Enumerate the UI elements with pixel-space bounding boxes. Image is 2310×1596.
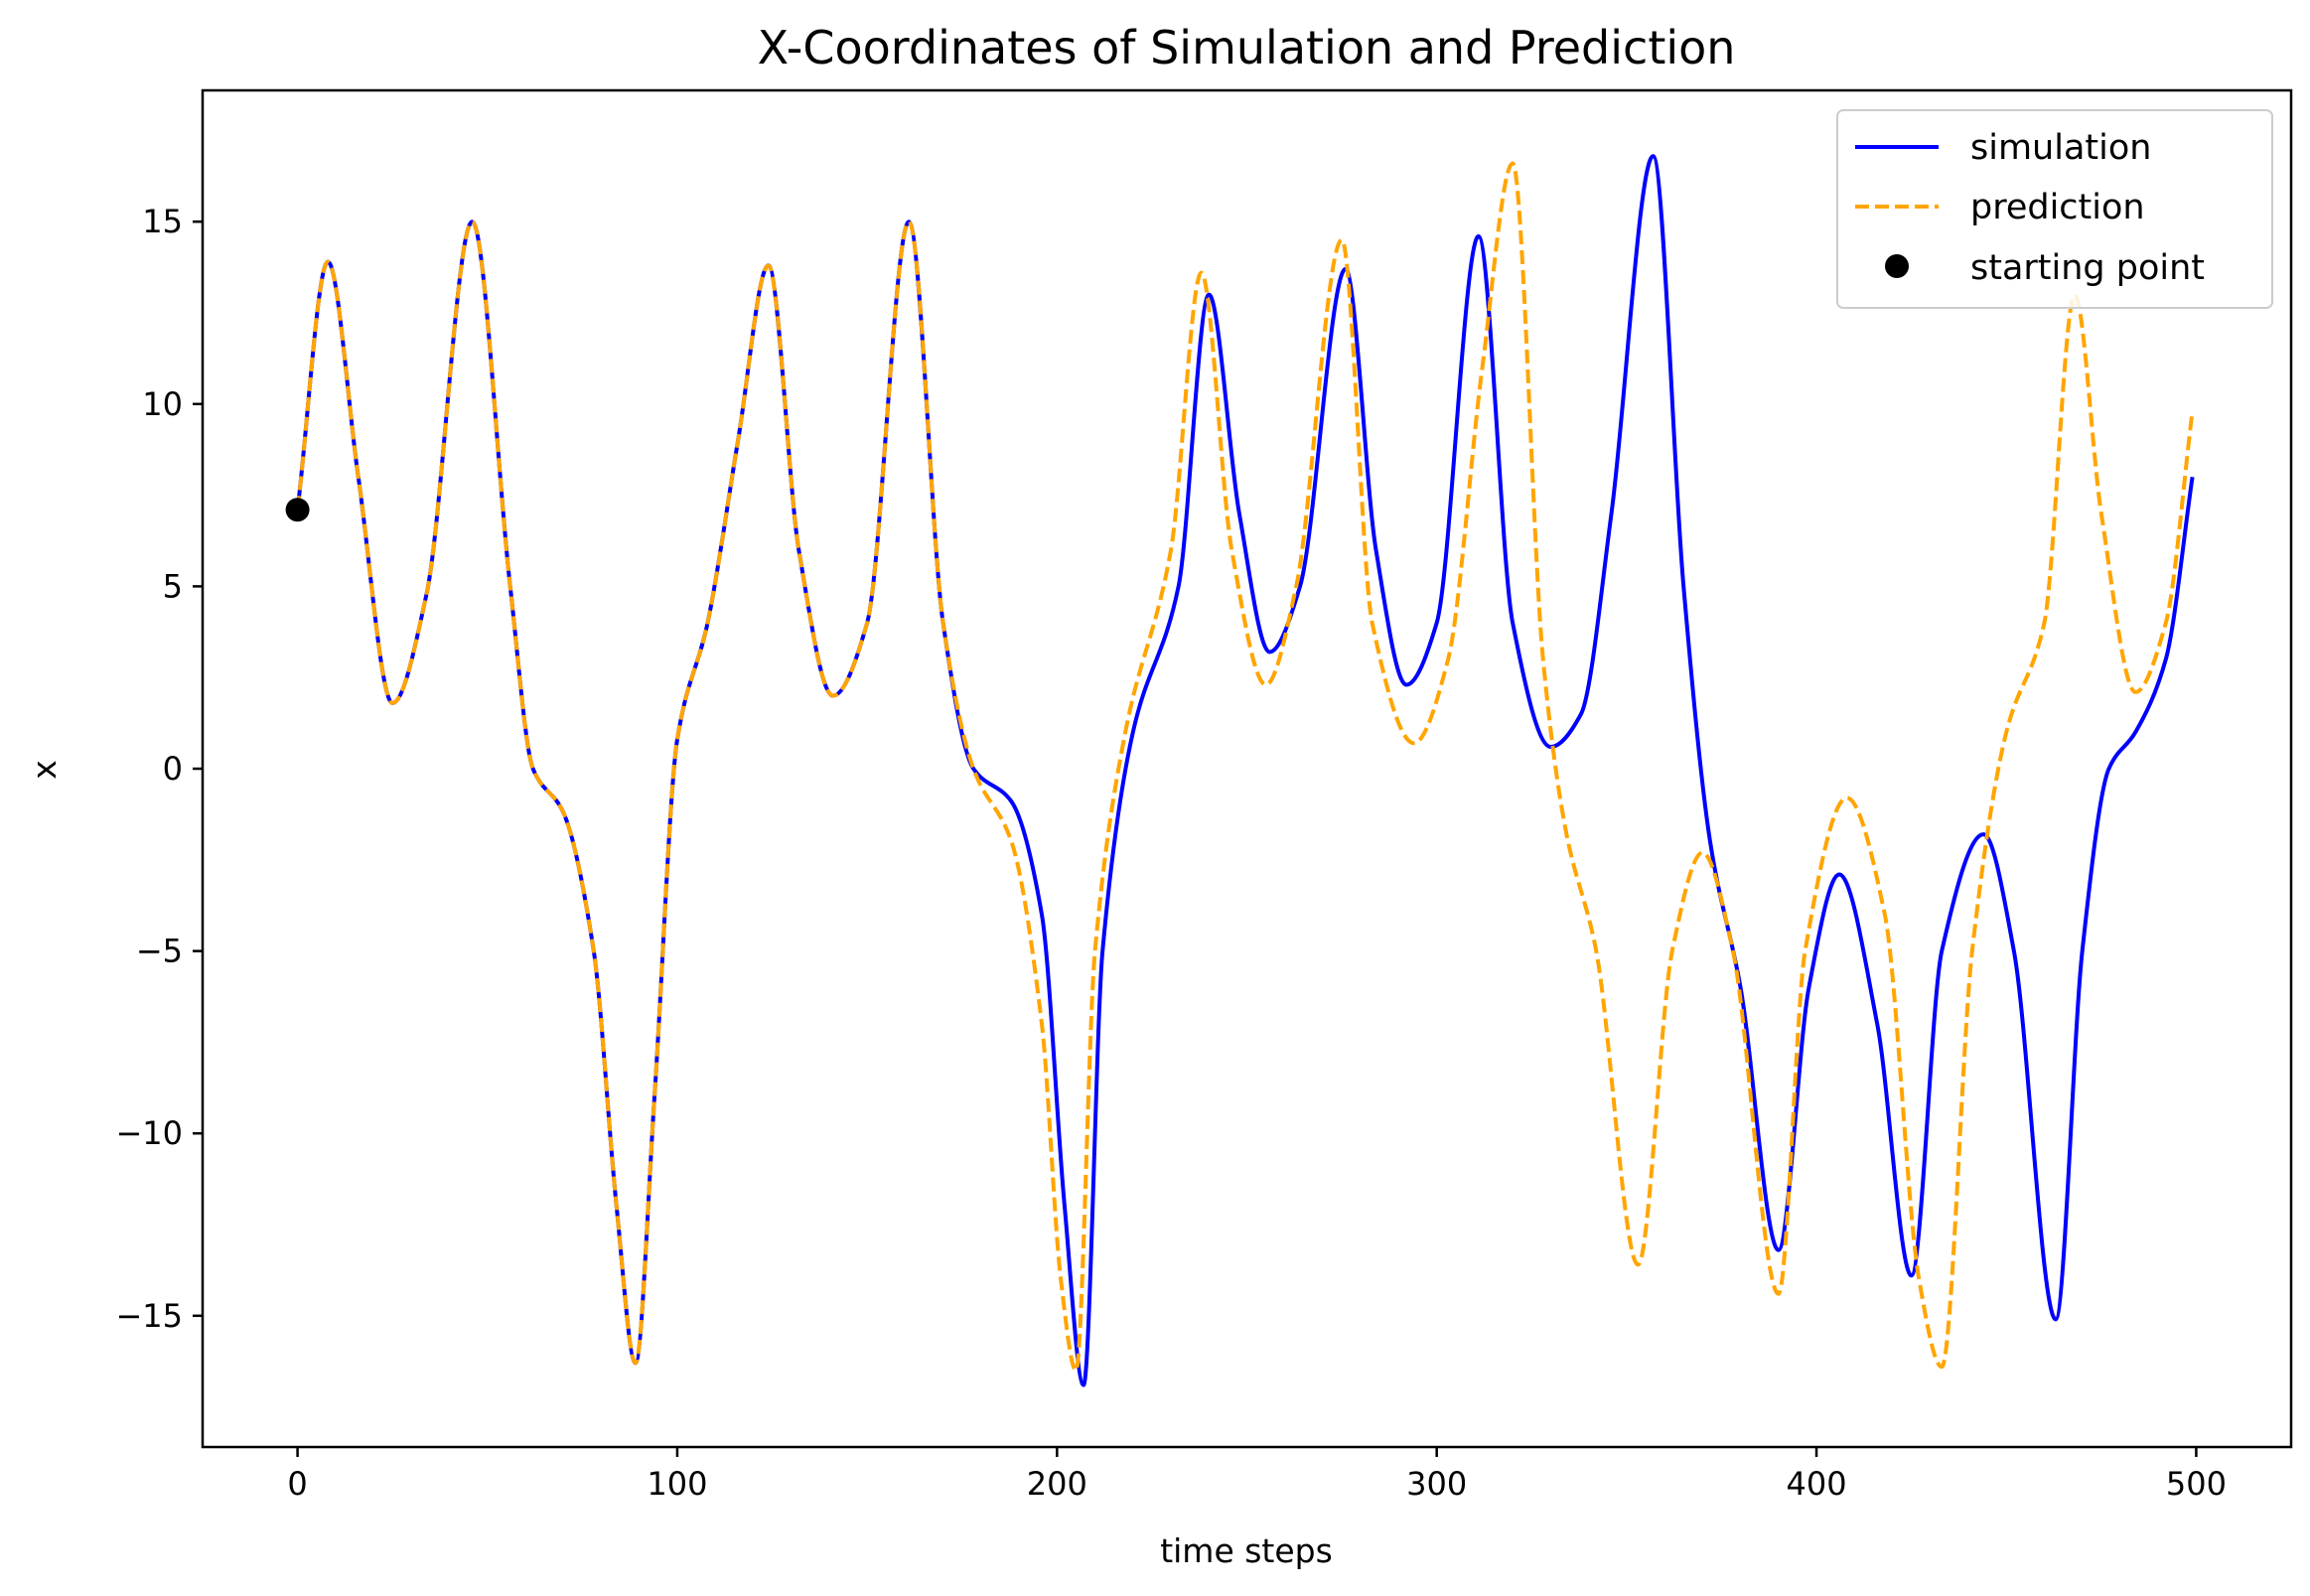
y-tick-label: −15 (115, 1297, 183, 1335)
series-line-prediction (295, 161, 2195, 1373)
x-axis: 0 100 200 300 400 500 (287, 1447, 2227, 1503)
legend-prediction-label: prediction (1970, 188, 2145, 227)
y-tick-label: 0 (163, 750, 183, 788)
legend-box (1836, 109, 2273, 309)
x-tick-label: 300 (1406, 1465, 1467, 1503)
series-line-simulation (295, 154, 2195, 1387)
y-tick-label: 5 (163, 567, 183, 605)
marker-layer (285, 498, 310, 522)
starting-point-marker (285, 498, 310, 522)
legend-starting-point-swatch (1885, 254, 1909, 278)
legend: simulation prediction starting point (1836, 109, 2273, 309)
x-tick-label: 0 (287, 1465, 307, 1503)
y-tick-label: −10 (115, 1114, 183, 1152)
x-tick-label: 400 (1787, 1465, 1847, 1503)
y-axis: −15 −10 −5 0 5 10 15 (115, 203, 203, 1335)
y-tick-label: 10 (142, 385, 183, 423)
legend-starting-point-label: starting point (1970, 248, 2205, 288)
x-tick-label: 200 (1027, 1465, 1087, 1503)
x-axis-label: time steps (1160, 1531, 1333, 1570)
y-tick-label: −5 (136, 933, 183, 970)
legend-simulation-label: simulation (1970, 128, 2151, 168)
chart-title: X-Coordinates of Simulation and Predicti… (758, 21, 1736, 74)
y-tick-label: 15 (142, 203, 183, 240)
x-tick-label: 500 (2166, 1465, 2227, 1503)
series-layer (295, 154, 2195, 1387)
y-axis-label: x (25, 760, 64, 780)
x-tick-label: 100 (647, 1465, 707, 1503)
